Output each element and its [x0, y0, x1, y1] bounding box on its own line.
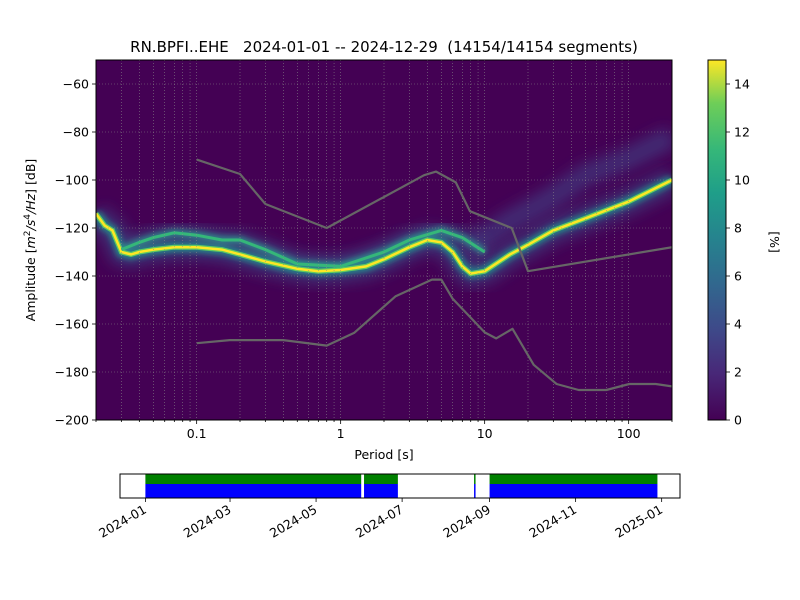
timeline-tick-label: 2024-05 — [267, 502, 320, 541]
timeline-tick-label: 2024-01 — [96, 502, 149, 541]
y-tick-label: −140 — [55, 269, 89, 284]
timeline-frame — [119, 473, 681, 499]
colorbar-tick-label: 12 — [734, 125, 750, 140]
data-availability-bar — [489, 484, 658, 498]
colorbar-tick-label: 2 — [734, 365, 742, 380]
x-tick-label: 1 — [337, 426, 345, 441]
y-axis-label: Amplitude [m2/s4/Hz] [dB] — [23, 159, 38, 322]
density-peak-line — [96, 178, 672, 275]
y-tick-label: −160 — [55, 317, 89, 332]
x-axis: 0.1 1 10 100 — [95, 420, 673, 441]
y-tick-label: −80 — [63, 125, 89, 140]
colorbar-tick-label: 4 — [734, 317, 742, 332]
psd-availability-bar — [474, 474, 476, 484]
data-availability-timeline: 2024-01 2024-03 2024-05 2024-07 2024-09 2024-… — [96, 473, 681, 541]
psd-availability-bar — [145, 474, 362, 484]
y-tick-label: −180 — [55, 365, 89, 380]
psd-availability-bar — [364, 474, 398, 484]
chart-title: RN.BPFI..EHE 2024-01-01 -- 2024-12-29 (1… — [130, 38, 638, 56]
x-tick-label: 100 — [617, 426, 641, 441]
x-tick-label: 0.1 — [187, 426, 207, 441]
colorbar-tick-label: 8 — [734, 221, 742, 236]
timeline-tick-label: 2025-01 — [612, 502, 665, 541]
y-tick-label: −200 — [55, 413, 89, 428]
colorbar-tick-label: 14 — [734, 77, 750, 92]
psd-heatmap-plot: 0.1 1 10 100 −200 −180 −160 −140 −120 −100 −80 −60… — [23, 59, 673, 462]
timeline-tick-label: 2024-03 — [181, 502, 234, 541]
availability-bars — [145, 474, 658, 498]
psd-availability-bar — [489, 474, 658, 484]
colorbar-tick-label: 0 — [734, 413, 742, 428]
timeline-x-axis: 2024-01 2024-03 2024-05 2024-07 2024-09 2024-… — [96, 498, 665, 541]
y-tick-label: −120 — [55, 221, 89, 236]
y-tick-label: −60 — [63, 77, 89, 92]
grid-lines — [96, 60, 672, 420]
y-axis: −200 −180 −160 −140 −120 −100 −80 −60 — [55, 77, 96, 428]
y-tick-label: −100 — [55, 173, 89, 188]
x-axis-label: Period [s] — [354, 447, 413, 462]
x-tick-label: 10 — [477, 426, 493, 441]
colorbar-tick-label: 10 — [734, 173, 750, 188]
timeline-tick-label: 2024-11 — [526, 502, 579, 541]
timeline-tick-label: 2024-09 — [440, 502, 493, 541]
data-availability-bar — [474, 484, 476, 498]
colorbar-tick-label: 6 — [734, 269, 742, 284]
reference-noise-curve-high — [196, 158, 672, 273]
colorbar: 0 2 4 6 8 10 12 14 [%] — [707, 59, 782, 428]
data-availability-bar — [364, 484, 398, 498]
data-availability-bar — [145, 484, 362, 498]
colorbar-label: [%] — [767, 231, 782, 253]
density-spread — [468, 126, 672, 251]
colorbar-gradient — [707, 59, 727, 421]
reference-noise-curve-low — [196, 278, 672, 392]
timeline-tick-label: 2024-07 — [353, 502, 406, 541]
colorbar-ticks: 0 2 4 6 8 10 12 14 — [726, 77, 750, 428]
reference-curves — [196, 158, 672, 392]
